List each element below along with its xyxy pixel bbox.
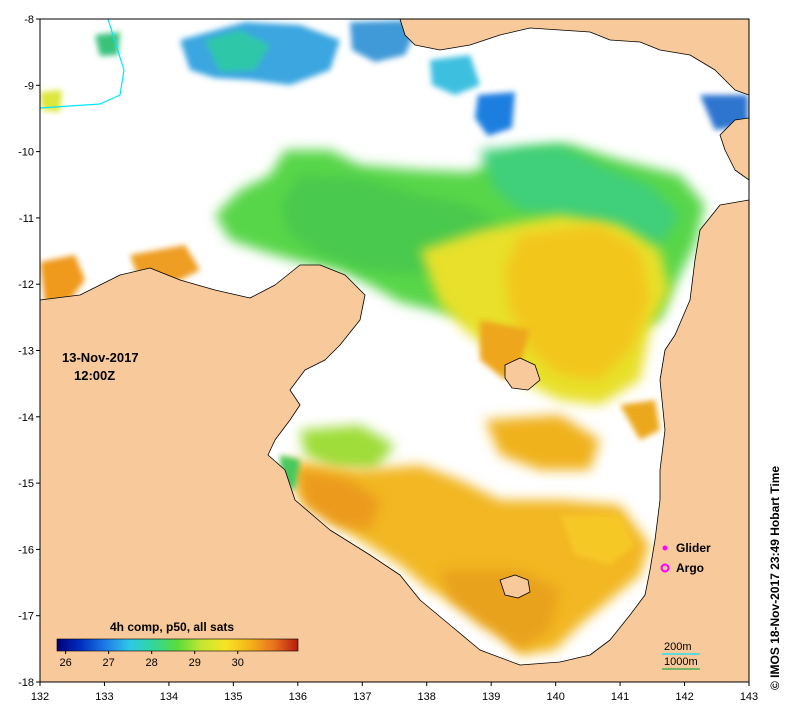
x-tick-label: 135 bbox=[224, 691, 242, 703]
y-tick-label: -18 bbox=[18, 677, 34, 689]
contour-200-label: 200m bbox=[664, 641, 692, 653]
y-tick-label: -15 bbox=[18, 478, 34, 490]
x-tick-label: 136 bbox=[289, 691, 307, 703]
y-tick-label: -8 bbox=[24, 14, 34, 26]
colorbar-tick-label: 30 bbox=[232, 657, 244, 669]
y-tick-label: -14 bbox=[18, 412, 34, 424]
y-axis: -8 -9 -10 -11 -12 -13 -14 -15 -16 -17 -18 bbox=[18, 14, 40, 689]
glider-marker-icon bbox=[662, 545, 668, 551]
x-tick-label: 133 bbox=[95, 691, 113, 703]
x-tick-label: 140 bbox=[546, 691, 564, 703]
colorbar: 4h comp, p50, all sats 26 27 28 29 30 bbox=[56, 620, 299, 669]
contour-1000-label: 1000m bbox=[664, 656, 698, 668]
date-label: 13-Nov-2017 bbox=[62, 350, 139, 365]
x-tick-label: 134 bbox=[160, 691, 178, 703]
platform-legend: Glider Argo bbox=[660, 541, 711, 575]
y-tick-label: -12 bbox=[18, 279, 34, 291]
glider-label: Glider bbox=[676, 541, 711, 555]
colorbar-tick-label: 28 bbox=[146, 657, 158, 669]
colorbar-title: 4h comp, p50, all sats bbox=[110, 620, 234, 634]
argo-label: Argo bbox=[676, 561, 704, 575]
argo-marker-icon bbox=[660, 563, 670, 573]
colorbar-tick-label: 26 bbox=[59, 657, 71, 669]
sst-field bbox=[40, 20, 748, 655]
credit-label: © IMOS 18-Nov-2017 23:49 Hobart Time bbox=[768, 466, 782, 690]
bathymetry-contours bbox=[40, 19, 125, 109]
colorbar-tick-label: 27 bbox=[103, 657, 115, 669]
colorbar-tick-label: 29 bbox=[189, 657, 201, 669]
map-layers bbox=[40, 19, 749, 682]
x-tick-label: 137 bbox=[353, 691, 371, 703]
x-tick-label: 143 bbox=[740, 691, 758, 703]
x-tick-label: 138 bbox=[418, 691, 436, 703]
y-tick-label: -16 bbox=[18, 544, 34, 556]
x-tick-label: 142 bbox=[675, 691, 693, 703]
y-tick-label: -17 bbox=[18, 611, 34, 623]
x-tick-label: 141 bbox=[611, 691, 629, 703]
y-tick-label: -13 bbox=[18, 346, 34, 358]
x-axis: 132 133 134 135 136 137 138 139 140 141 142 143 bbox=[31, 682, 758, 703]
colorbar-ramp bbox=[56, 638, 299, 652]
colorbar-ticks: 26 27 28 29 30 bbox=[59, 651, 244, 669]
contour-200m bbox=[40, 19, 125, 109]
x-tick-label: 139 bbox=[482, 691, 500, 703]
y-tick-label: -11 bbox=[19, 213, 34, 225]
x-tick-label: 132 bbox=[31, 691, 49, 703]
y-tick-label: -10 bbox=[18, 147, 34, 159]
contour-legend: 200m 1000m bbox=[662, 641, 700, 670]
y-tick-label: -9 bbox=[24, 80, 34, 92]
land bbox=[40, 19, 749, 682]
time-label: 12:00Z bbox=[74, 368, 115, 383]
